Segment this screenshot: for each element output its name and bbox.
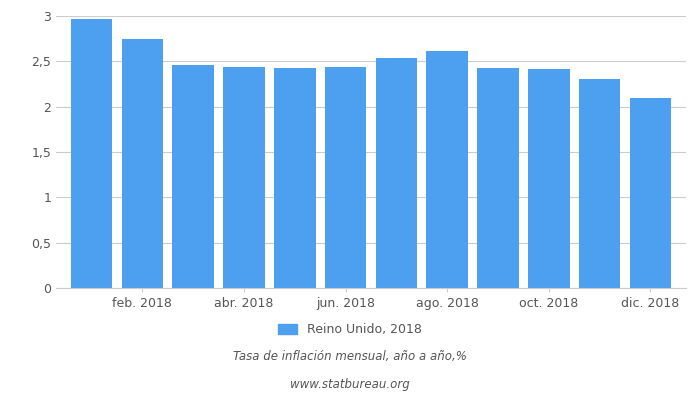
Text: www.statbureau.org: www.statbureau.org [290, 378, 410, 391]
Bar [629, 98, 671, 288]
Bar [528, 68, 570, 288]
Text: Tasa de inflación mensual, año a año,%: Tasa de inflación mensual, año a año,% [233, 350, 467, 363]
Bar [426, 51, 468, 288]
Bar [274, 68, 316, 288]
Bar [325, 67, 366, 288]
Bar [122, 39, 163, 288]
Bar [376, 58, 417, 288]
Legend: Reino Unido, 2018: Reino Unido, 2018 [273, 318, 427, 341]
Bar [223, 67, 265, 288]
Bar [172, 65, 214, 288]
Bar [477, 68, 519, 288]
Bar [579, 80, 620, 288]
Bar [71, 19, 113, 288]
